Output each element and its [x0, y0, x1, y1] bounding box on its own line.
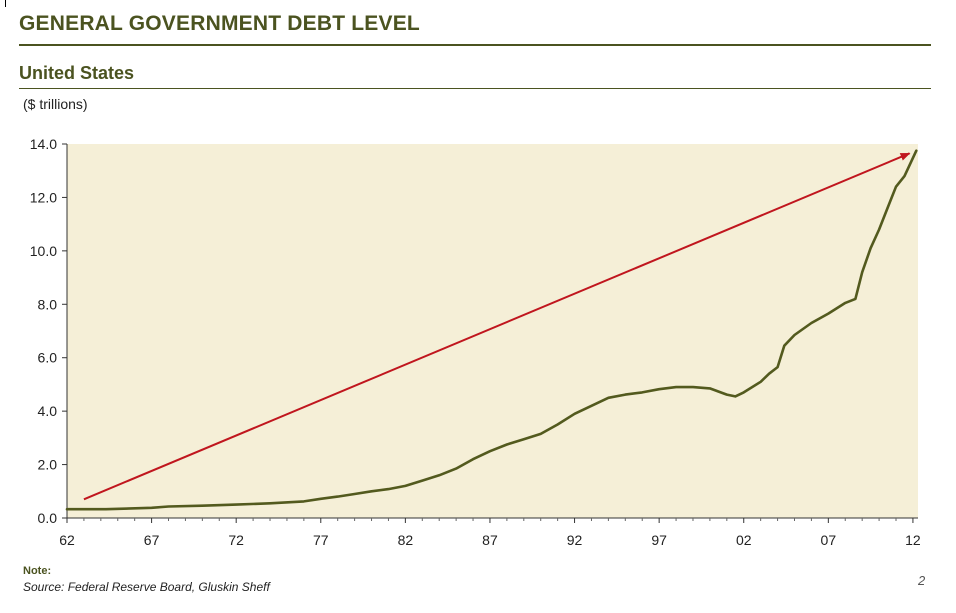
x-tick-label: 02: [736, 532, 752, 548]
y-tick-label: 4.0: [38, 403, 58, 419]
x-tick-label: 77: [313, 532, 329, 548]
y-tick-label: 2.0: [38, 457, 58, 473]
y-tick-label: 12.0: [30, 189, 57, 205]
x-tick-label: 87: [482, 532, 498, 548]
x-tick-label: 12: [905, 532, 921, 548]
title-divider: [19, 44, 931, 46]
source-text: Source: Federal Reserve Board, Gluskin S…: [23, 580, 270, 594]
chart-subtitle: United States: [19, 63, 135, 83]
x-tick-label: 67: [144, 532, 160, 548]
y-tick-label: 8.0: [38, 296, 58, 312]
corner-mark: [5, 0, 6, 7]
y-tick-label: 10.0: [30, 243, 57, 259]
x-tick-label: 62: [59, 532, 75, 548]
subtitle-divider: [19, 88, 931, 89]
x-tick-label: 82: [398, 532, 414, 548]
plot-area: [67, 144, 918, 518]
x-tick-label: 97: [651, 532, 667, 548]
x-tick-label: 92: [567, 532, 583, 548]
trend-arrow: [83, 152, 911, 501]
page-title: GENERAL GOVERNMENT DEBT LEVEL: [19, 12, 420, 35]
x-tick-label: 72: [228, 532, 244, 548]
page-number: 2: [918, 573, 926, 588]
y-axis-units-label: ($ trillions): [23, 96, 88, 112]
y-tick-label: 0.0: [38, 510, 58, 526]
debt-series-line: [65, 149, 918, 511]
y-tick-label: 6.0: [38, 350, 58, 366]
x-tick-label: 07: [821, 532, 837, 548]
note-label: Note:: [23, 565, 52, 577]
y-tick-label: 14.0: [30, 136, 57, 152]
